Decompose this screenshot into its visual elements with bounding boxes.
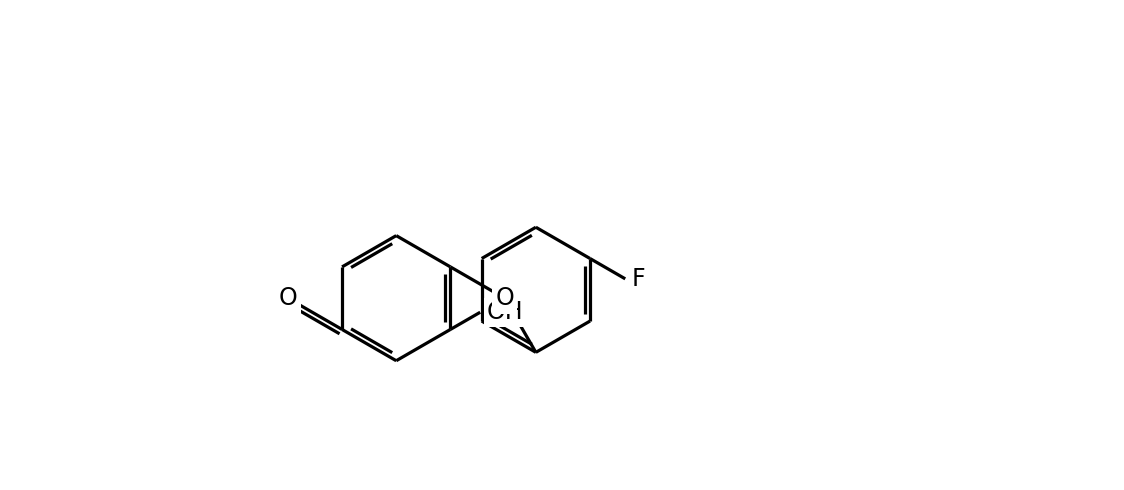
Text: O: O <box>279 286 297 310</box>
Text: O: O <box>496 286 514 310</box>
Text: F: F <box>632 267 645 291</box>
Text: OH: OH <box>487 300 523 324</box>
